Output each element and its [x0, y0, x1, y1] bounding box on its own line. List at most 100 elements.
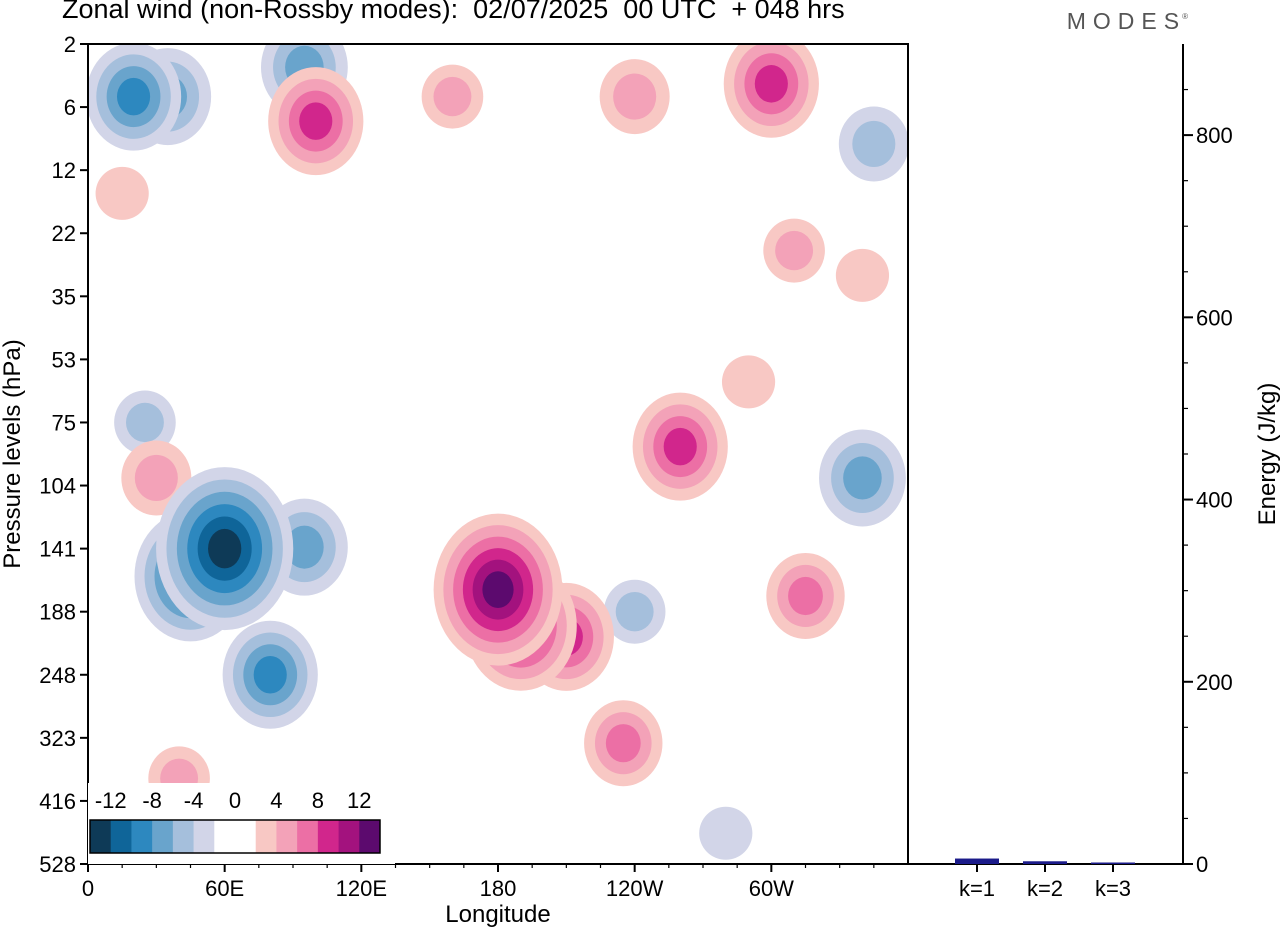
heatmap-blob: [95, 166, 149, 220]
y-tick-label: 104: [39, 474, 76, 499]
heatmap-blob: [835, 248, 890, 302]
y-tick-label: 22: [52, 221, 76, 246]
colorbar-swatch: [110, 820, 132, 853]
contour-band: [852, 120, 896, 168]
colorbar-frame: [89, 819, 381, 854]
main-axis-ticks: 0 60E 120E 180 120W 60W 2 6 12 22 35 53 75 104 141 188 2…: [39, 32, 875, 901]
colorbar-swatch: [214, 820, 236, 853]
contour-band: [482, 571, 514, 609]
heatmap-blob: [723, 44, 819, 138]
y-axis-title: Pressure levels (hPa): [0, 339, 26, 568]
colorbar-swatch: [90, 820, 112, 853]
contour-band: [663, 427, 697, 466]
contour-band: [615, 592, 654, 632]
colorbar-label: 0: [229, 788, 241, 813]
colorbar-swatch: [193, 820, 215, 853]
y-tick-label: 6: [64, 95, 76, 120]
energy-bar: [955, 858, 999, 864]
heatmap-blob: [599, 59, 670, 135]
contour-band: [843, 456, 882, 500]
heatmap-blob: [584, 700, 663, 787]
y-tick-label: 12: [52, 158, 76, 183]
colorbar-swatch: [152, 820, 174, 853]
x-tick-label: 120E: [336, 876, 387, 901]
energy-tick-label: 600: [1196, 305, 1233, 330]
y-tick-label: 528: [39, 852, 76, 877]
y-tick-label: 323: [39, 726, 76, 751]
y-tick-label: 53: [52, 347, 76, 372]
energy-axis-title: Energy (J/kg): [1254, 383, 1280, 526]
heatmap-blob: [421, 64, 484, 129]
y-tick-label: 248: [39, 663, 76, 688]
energy-category-label: k=2: [1027, 876, 1063, 901]
colorbar-swatch: [276, 820, 298, 853]
colorbar-swatch: [131, 820, 153, 853]
y-tick-label: 2: [64, 32, 76, 57]
energy-bar: [1091, 862, 1135, 864]
registered-mark-icon: ®: [1182, 12, 1188, 21]
energy-tick-label: 400: [1196, 488, 1233, 513]
brand-text: MODES: [1066, 8, 1187, 34]
heatmap-blob: [433, 513, 563, 666]
energy-category-label: k=1: [959, 876, 995, 901]
colorbar-swatch: [338, 820, 360, 853]
heatmap-blob: [763, 218, 825, 283]
colorbar-label: -4: [184, 788, 204, 813]
heatmap-blob: [838, 106, 908, 182]
colorbar-label: -12: [95, 788, 127, 813]
y-tick-label: 35: [52, 284, 76, 309]
colorbar-swatch: [172, 820, 194, 853]
contour-band: [134, 454, 178, 502]
contour-band: [208, 528, 242, 569]
colorbar-swatch: [255, 820, 277, 853]
x-tick-label: 60E: [205, 876, 244, 901]
energy-tick-label: 200: [1196, 670, 1233, 695]
heatmap-blob: [603, 579, 666, 644]
y-tick-label: 141: [39, 537, 76, 562]
y-tick-label: 188: [39, 600, 76, 625]
energy-category-label: k=3: [1095, 876, 1131, 901]
contour-band: [775, 230, 814, 271]
energy-bar: [1023, 861, 1067, 864]
colorbar-swatch: [359, 820, 381, 853]
contour-band: [605, 724, 641, 763]
y-tick-label: 416: [39, 789, 76, 814]
contour-band: [125, 402, 164, 443]
contour-band: [721, 355, 776, 409]
colorbar-label: 12: [347, 788, 371, 813]
contour-band: [699, 806, 753, 860]
main-plot-frame: [87, 43, 909, 865]
colorbar-swatch: [235, 820, 257, 853]
chart-title: Zonal wind (non-Rossby modes): 02/07/202…: [62, 0, 845, 24]
heatmap-blob: [268, 67, 364, 176]
brand-logo: MODES®: [1067, 8, 1188, 35]
x-axis-title: Longitude: [445, 901, 550, 928]
contour-band: [95, 166, 149, 220]
contour-band: [285, 525, 324, 569]
x-tick-label: 0: [82, 876, 94, 901]
energy-tick-label: 0: [1196, 852, 1208, 877]
energy-tick-label: 800: [1196, 123, 1233, 148]
colorbar-legend: -12 -8 -4 0 4 8 12: [88, 783, 395, 864]
heatmap-blob: [222, 620, 318, 729]
contour-band: [299, 102, 333, 140]
heatmap-blob: [766, 552, 845, 639]
colorbar-label: 8: [312, 788, 324, 813]
heatmap-blob: [114, 390, 176, 455]
contour-band: [433, 76, 472, 117]
contour-band: [788, 576, 823, 616]
contour-band: [754, 65, 788, 103]
contour-band: [116, 77, 151, 116]
heatmap-blob: [699, 806, 753, 860]
x-tick-label: 180: [480, 876, 517, 901]
heatmap-blob: [156, 467, 294, 631]
colorbar-label: 4: [270, 788, 282, 813]
y-tick-label: 75: [52, 410, 76, 435]
heatmap-blob: [632, 392, 728, 501]
heatmap-blob: [88, 44, 182, 151]
x-tick-label: 60W: [749, 876, 794, 901]
contour-band: [613, 73, 657, 120]
heatmap-blob: [819, 429, 906, 527]
colorbar-label: -8: [142, 788, 162, 813]
